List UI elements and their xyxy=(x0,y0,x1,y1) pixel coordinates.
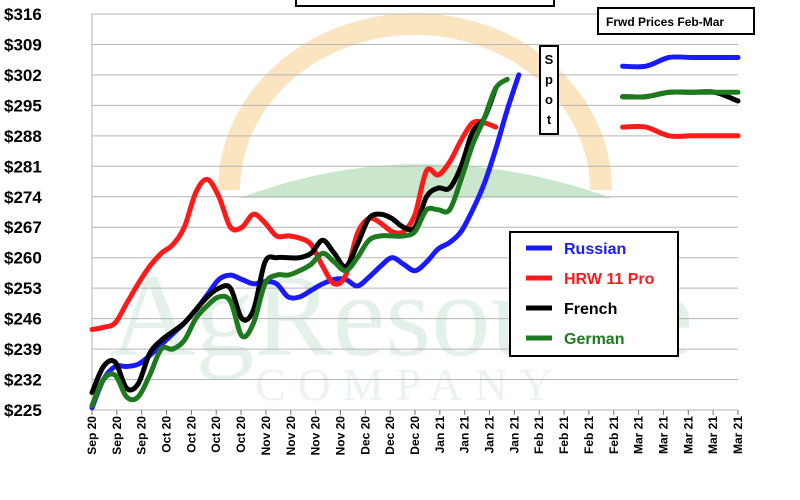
x-tick-label: Sep 20 xyxy=(110,416,124,455)
x-tick-label: Dec 20 xyxy=(358,416,372,455)
x-tick-label: Dec 20 xyxy=(408,416,422,455)
y-tick-label: $316 xyxy=(4,5,42,24)
forward-line-german xyxy=(620,89,741,100)
title-box xyxy=(295,0,555,7)
x-tick-label: Nov 20 xyxy=(284,416,298,456)
y-tick-label: $260 xyxy=(4,249,42,268)
legend-label-hrw-11-pro: HRW 11 Pro xyxy=(564,271,655,288)
y-tick-label: $309 xyxy=(4,35,42,54)
series-line-german xyxy=(89,76,510,409)
y-tick-label: $253 xyxy=(4,279,42,298)
y-tick-label: $225 xyxy=(4,401,42,420)
x-axis-ticks: Sep 20 Sep 20 Sep 20 Oct 20 Oct 20 Oct 20 Oct … xyxy=(85,410,745,455)
forward-line-hrw-11-pro xyxy=(620,123,741,139)
x-tick-label: Oct 20 xyxy=(234,416,248,453)
x-tick-label: Nov 20 xyxy=(259,416,273,456)
forward-prices-title: Frwd Prices Feb-Mar xyxy=(606,15,724,29)
x-tick-label: Mar 21 xyxy=(632,416,646,454)
legend: Russian HRW 11 Pro French German xyxy=(509,231,679,357)
x-tick-label: Sep 20 xyxy=(85,416,99,455)
x-tick-label: Dec 20 xyxy=(383,416,397,455)
watermark-sun-arc xyxy=(218,13,612,190)
x-tick-label: Jan 21 xyxy=(458,416,472,454)
x-tick-label: Jan 21 xyxy=(433,416,447,454)
x-tick-label: Feb 21 xyxy=(532,416,546,454)
y-tick-label: $246 xyxy=(4,310,42,329)
x-tick-label: Feb 21 xyxy=(582,416,596,454)
series-line-french xyxy=(89,85,499,396)
x-tick-label: Oct 20 xyxy=(160,416,174,453)
y-tick-label: $274 xyxy=(4,188,42,207)
x-tick-label: Mar 21 xyxy=(656,416,670,454)
x-tick-label: Nov 20 xyxy=(309,416,323,456)
legend-label-german: German xyxy=(564,331,624,348)
watermark-sub: COMPANY xyxy=(255,359,565,410)
x-tick-label: Oct 20 xyxy=(209,416,223,453)
y-tick-label: $288 xyxy=(4,127,42,146)
x-tick-label: Mar 21 xyxy=(681,416,695,454)
x-tick-label: Feb 21 xyxy=(607,416,621,454)
x-tick-label: Jan 21 xyxy=(507,416,521,454)
x-tick-label: Jan 21 xyxy=(483,416,497,454)
x-tick-label: Feb 21 xyxy=(557,416,571,454)
spot-letter: o xyxy=(545,92,553,107)
legend-label-french: French xyxy=(564,301,617,318)
y-axis-ticks: $225 $232 $239 $246 $253 $260 $267 $274 $281 $288… xyxy=(4,5,42,420)
x-tick-label: Sep 20 xyxy=(135,416,149,455)
y-tick-label: $267 xyxy=(4,218,42,237)
x-tick-label: Nov 20 xyxy=(333,416,347,456)
y-tick-label: $295 xyxy=(4,96,42,115)
spot-letter: S xyxy=(545,52,554,67)
forward-line-russian xyxy=(620,54,741,70)
series-lines xyxy=(89,54,741,411)
forward-prices-box: Frwd Prices Feb-Mar xyxy=(597,7,755,35)
y-tick-label: $281 xyxy=(4,157,42,176)
legend-label-russian: Russian xyxy=(564,241,626,258)
series-line-russian xyxy=(89,72,522,411)
spot-letter: p xyxy=(545,72,553,87)
x-tick-label: Mar 21 xyxy=(731,416,745,454)
x-tick-label: Oct 20 xyxy=(184,416,198,453)
series-line-hrw-11-pro xyxy=(89,118,499,332)
y-tick-label: $232 xyxy=(4,371,42,390)
y-tick-label: $239 xyxy=(4,340,42,359)
x-tick-label: Mar 21 xyxy=(706,416,720,454)
y-tick-label: $302 xyxy=(4,66,42,85)
spot-letter: t xyxy=(547,112,552,127)
watermark-leaf xyxy=(240,164,612,198)
